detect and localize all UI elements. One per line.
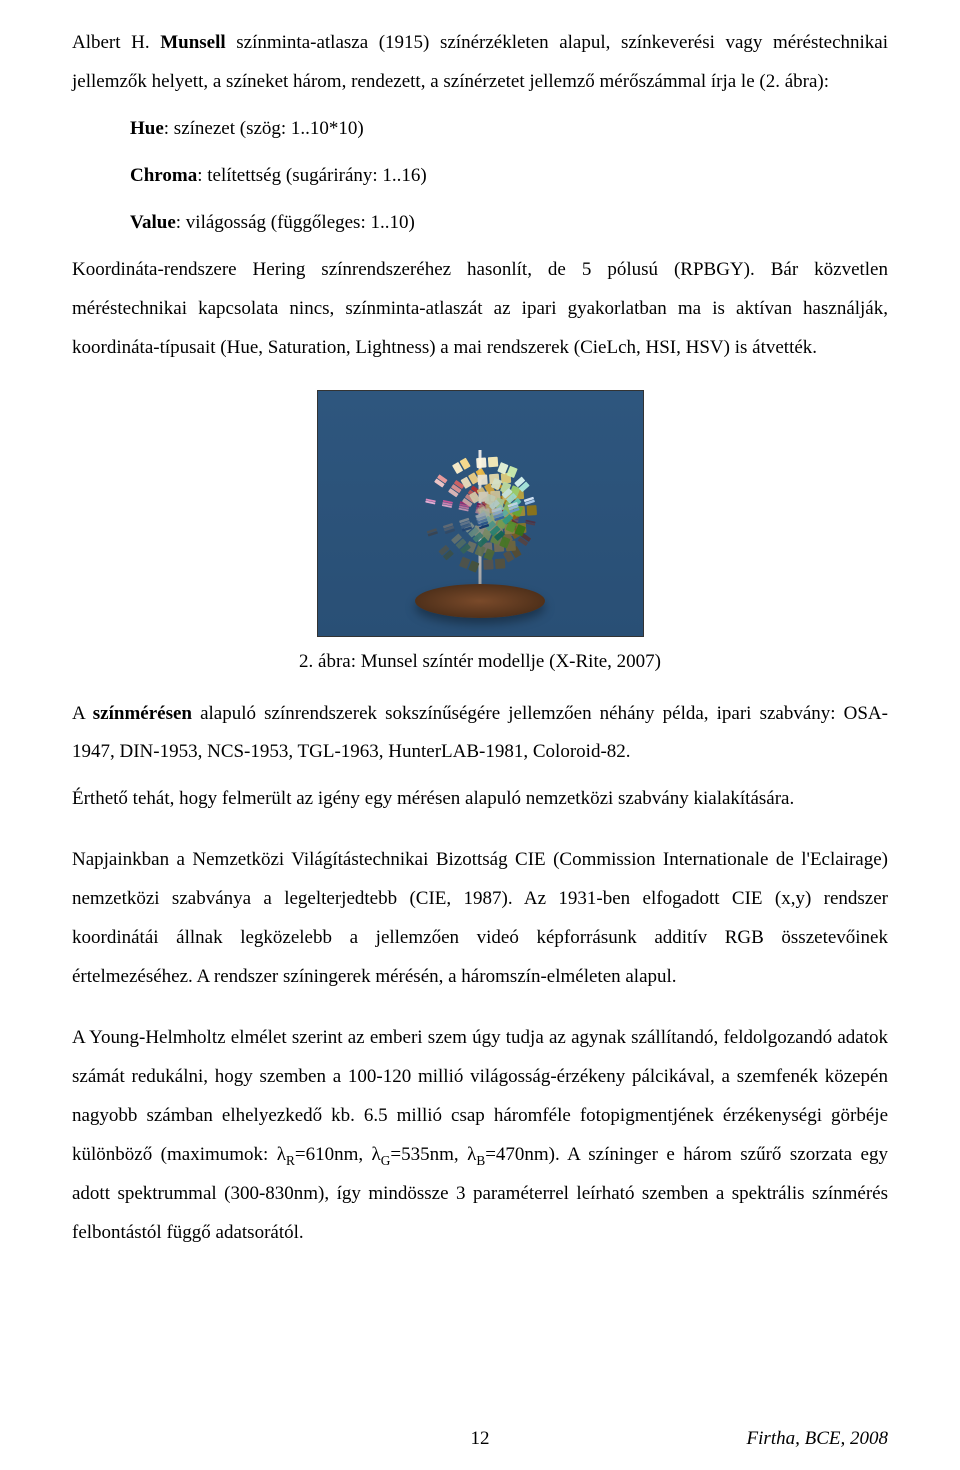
munsell-row	[443, 523, 461, 552]
munsell-row	[475, 512, 493, 541]
subscript-g: G	[381, 1153, 391, 1168]
munsell-row	[426, 528, 444, 557]
munsell-chip	[488, 456, 498, 467]
text: =610nm, λ	[295, 1144, 381, 1165]
munsell-row	[508, 501, 526, 530]
figure-munsell-tree	[72, 390, 888, 637]
term-chroma: Chroma	[130, 165, 197, 186]
list-hue: Hue: színezet (szög: 1..10*10)	[72, 110, 888, 149]
list-value: Value: világosság (függőleges: 1..10)	[72, 204, 888, 243]
term-value-desc: : világosság (függőleges: 1..10)	[176, 212, 415, 233]
paragraph-munsell-intro: Albert H. Munsell színminta-atlasza (191…	[72, 24, 888, 102]
munsell-name: Munsell	[160, 32, 225, 53]
term-chroma-desc: : telítettség (sugárirány: 1..16)	[197, 165, 427, 186]
term-hue: Hue	[130, 118, 164, 139]
text: =535nm, λ	[390, 1144, 476, 1165]
text: A	[72, 703, 93, 724]
text: alapuló színrendszerek sokszínűségére je…	[72, 703, 888, 763]
term-szinmeres: színmérésen	[93, 703, 192, 724]
paragraph-munsell-coord: Koordináta-rendszere Hering színrendszer…	[72, 251, 888, 368]
munsell-row	[492, 507, 510, 536]
subscript-b: B	[476, 1153, 485, 1168]
munsell-tree-image	[317, 390, 644, 637]
figure-caption: 2. ábra: Munsel színtér modellje (X-Rite…	[72, 651, 888, 673]
paragraph-cie: Napjainkban a Nemzetközi Világítástechni…	[72, 841, 888, 997]
document-page: Albert H. Munsell színminta-atlasza (191…	[0, 0, 960, 1470]
munsell-chip	[477, 474, 487, 485]
page-number: 12	[72, 1428, 888, 1450]
page-footer: 12 Firtha, BCE, 2008	[72, 1428, 888, 1450]
term-value: Value	[130, 212, 176, 233]
text: Albert H.	[72, 32, 160, 53]
paragraph-color-standards: A színmérésen alapuló színrendszerek sok…	[72, 695, 888, 773]
term-hue-desc: : színezet (szög: 1..10*10)	[164, 118, 364, 139]
paragraph-standard-need: Érthető tehát, hogy felmerült az igény e…	[72, 780, 888, 819]
list-chroma: Chroma: telítettség (sugárirány: 1..16)	[72, 157, 888, 196]
paragraph-young-helmholtz: A Young-Helmholtz elmélet szerint az emb…	[72, 1019, 888, 1253]
subscript-r: R	[286, 1153, 295, 1168]
munsell-row	[425, 482, 439, 503]
munsell-row	[459, 517, 477, 546]
munsell-chip	[476, 457, 486, 468]
munsell-row	[476, 450, 584, 467]
munsell-chip	[507, 465, 518, 477]
